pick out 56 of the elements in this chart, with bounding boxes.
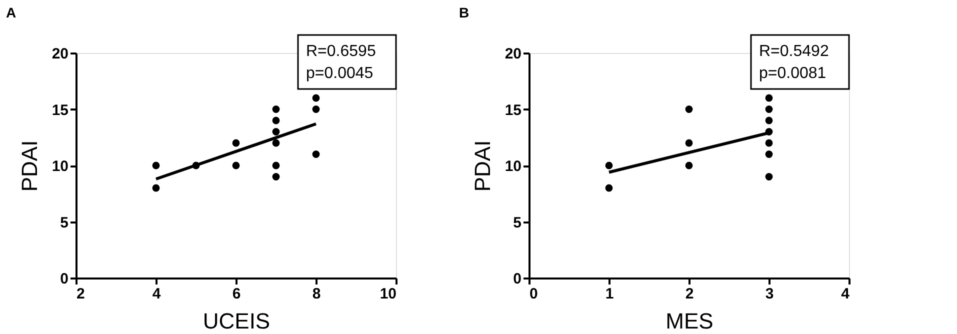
y-tick-label: 5 bbox=[513, 214, 522, 232]
x-tick-label: 2 bbox=[685, 286, 694, 302]
y-tick-label: 15 bbox=[52, 102, 68, 119]
y-tick-label: 10 bbox=[52, 158, 68, 175]
y-axis-title: PDAI bbox=[16, 140, 42, 192]
point bbox=[152, 162, 160, 170]
point bbox=[312, 106, 320, 113]
point bbox=[605, 184, 613, 192]
point bbox=[685, 106, 693, 113]
point bbox=[312, 150, 320, 158]
point bbox=[685, 162, 693, 170]
point bbox=[272, 116, 280, 124]
point bbox=[765, 94, 773, 102]
chart-title: A bbox=[6, 4, 16, 20]
x-tick-label: 2 bbox=[76, 286, 85, 302]
point bbox=[765, 116, 773, 124]
x-tick-label: 0 bbox=[530, 286, 538, 302]
x-axis-title: UCEIS bbox=[202, 308, 270, 334]
point bbox=[232, 162, 240, 170]
point bbox=[192, 162, 200, 170]
x-axis-title: MES bbox=[666, 308, 714, 334]
point bbox=[152, 184, 160, 192]
y-tick-label: 15 bbox=[504, 102, 522, 119]
point bbox=[232, 139, 240, 147]
point bbox=[765, 106, 773, 113]
point bbox=[765, 150, 773, 158]
point bbox=[312, 94, 320, 102]
x-tick-label: 3 bbox=[765, 286, 774, 302]
point bbox=[765, 139, 773, 147]
annotation: p=0.0045 bbox=[306, 65, 374, 82]
point bbox=[272, 173, 280, 180]
y-tick-label: 5 bbox=[60, 214, 68, 232]
x-tick-label: 4 bbox=[841, 286, 850, 302]
point bbox=[272, 162, 280, 170]
x-tick-label: 1 bbox=[605, 286, 614, 302]
y-axis-title: PDAI bbox=[470, 140, 495, 192]
y-tick-label: 0 bbox=[60, 270, 68, 288]
y-tick-label: 20 bbox=[52, 46, 68, 62]
point bbox=[605, 162, 613, 170]
annotation: R=0.6595 bbox=[306, 43, 376, 60]
y-tick-label: 10 bbox=[504, 158, 522, 175]
y-tick-label: 0 bbox=[513, 270, 522, 288]
chart-title: B bbox=[459, 4, 470, 20]
annotation: R=0.5492 bbox=[759, 43, 829, 60]
point bbox=[765, 173, 773, 180]
x-tick-label: 4 bbox=[152, 286, 162, 302]
x-tick-label: 10 bbox=[380, 286, 396, 302]
x-tick-label: 6 bbox=[232, 286, 241, 302]
x-tick-label: 8 bbox=[312, 286, 321, 302]
point bbox=[272, 128, 280, 136]
point bbox=[272, 139, 280, 147]
point bbox=[685, 139, 693, 147]
point bbox=[765, 128, 773, 136]
annotation: p=0.0081 bbox=[759, 65, 826, 82]
point bbox=[272, 106, 280, 113]
y-tick-label: 20 bbox=[504, 46, 522, 62]
